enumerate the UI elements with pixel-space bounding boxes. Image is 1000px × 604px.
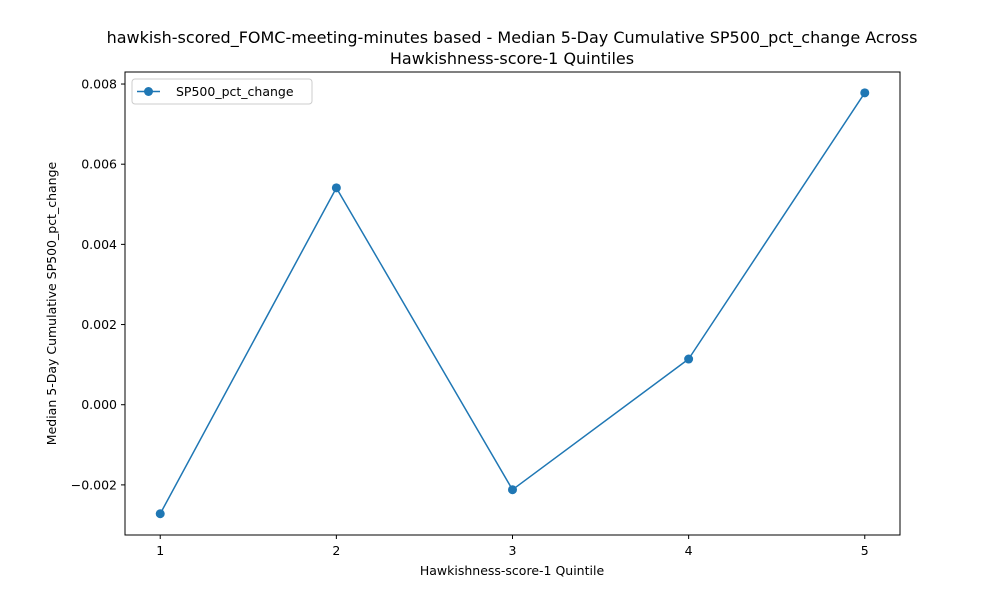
y-axis-ticks: −0.002 0.000 0.002 0.004 0.006 0.008 — [71, 77, 125, 492]
y-axis-label: Median 5-Day Cumulative SP500_pct_change — [44, 161, 59, 445]
x-axis-label: Hawkishness-score-1 Quintile — [420, 563, 605, 578]
chart-title-line-1: hawkish-scored_FOMC-meeting-minutes base… — [107, 28, 918, 48]
data-point-marker — [684, 354, 694, 364]
y-tick-label: 0.006 — [81, 157, 117, 172]
y-tick-label: −0.002 — [71, 477, 117, 492]
x-axis-ticks: 1 2 3 4 5 — [156, 535, 869, 558]
legend-box — [131, 78, 313, 105]
x-tick-label: 4 — [685, 543, 693, 558]
chart-title-line-2: Hawkishness-score-1 Quintiles — [390, 49, 634, 68]
series-layer — [155, 88, 870, 519]
plot-area-frame — [124, 71, 901, 536]
y-tick-label: 0.008 — [81, 77, 117, 92]
x-tick-label: 5 — [861, 543, 869, 558]
y-tick-label: 0.002 — [81, 317, 117, 332]
x-tick-label: 1 — [156, 543, 164, 558]
data-point-marker — [508, 485, 517, 495]
x-tick-label: 2 — [332, 543, 340, 558]
data-point-marker — [155, 509, 165, 519]
x-tick-label: 3 — [509, 543, 517, 558]
data-point-marker — [331, 183, 341, 193]
y-tick-label: 0.004 — [81, 237, 117, 252]
y-tick-label: 0.000 — [81, 397, 117, 412]
legend: SP500_pct_change — [131, 78, 313, 105]
data-point-marker — [860, 88, 870, 98]
legend-marker-swatch — [144, 87, 153, 96]
legend-label: SP500_pct_change — [176, 84, 294, 99]
